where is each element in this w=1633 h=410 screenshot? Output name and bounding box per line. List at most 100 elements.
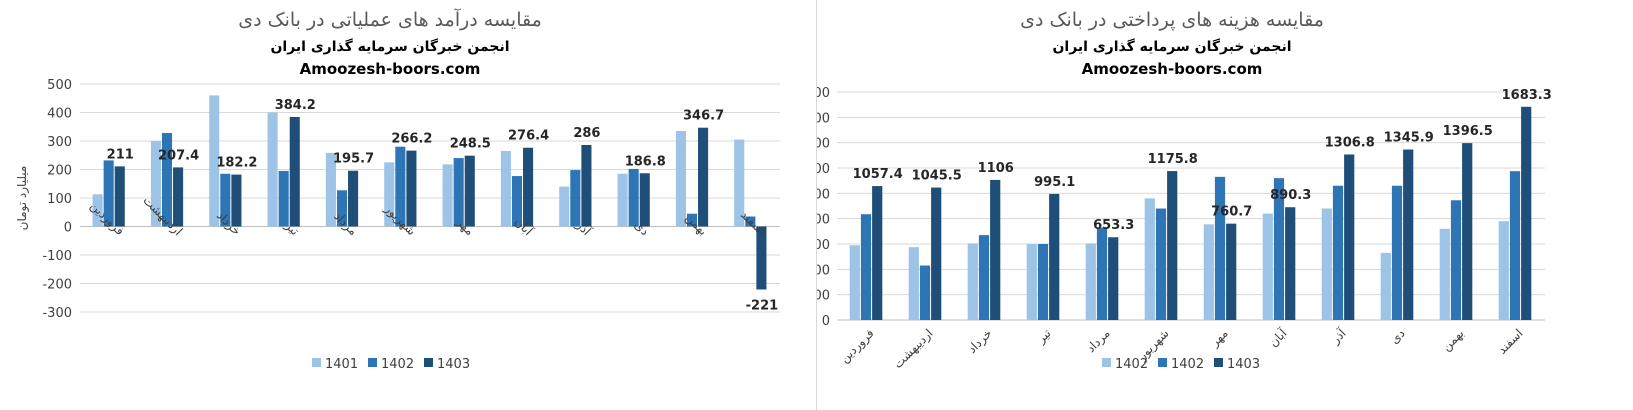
y-tick-label: 200	[817, 289, 830, 304]
category-label: مرداد	[1084, 326, 1114, 356]
bar	[1273, 178, 1285, 320]
bar	[1509, 171, 1521, 320]
data-label: 207.4	[158, 148, 199, 163]
legend-label: 1403	[1227, 357, 1260, 372]
bar	[1332, 185, 1344, 320]
chart-title: مقایسه هزینه های پرداختی در بانک دی	[1020, 9, 1324, 31]
bar	[1285, 207, 1296, 320]
bar	[1096, 227, 1108, 320]
data-label: 195.7	[333, 152, 374, 167]
legend-label: 1401	[325, 357, 358, 372]
bar	[1262, 213, 1273, 320]
y-tick-label: 200	[47, 164, 72, 179]
bar	[1155, 208, 1167, 320]
y-tick-label: 100	[47, 192, 72, 207]
bar	[464, 155, 475, 227]
bar	[442, 164, 453, 227]
data-label: 186.8	[625, 154, 666, 169]
bar	[1498, 221, 1509, 320]
bar	[395, 146, 406, 227]
data-label: 346.7	[683, 109, 724, 124]
y-tick-label: 1200	[817, 162, 830, 177]
category-label: تیر	[1033, 326, 1054, 347]
bar	[570, 170, 581, 227]
data-label: 266.2	[391, 132, 432, 147]
bar	[1026, 244, 1037, 320]
category-label: اردیبهشت	[891, 326, 937, 372]
y-tick-label: 600	[817, 238, 830, 253]
data-label: 1057.4	[853, 167, 903, 182]
bar	[1108, 237, 1119, 320]
bar	[617, 173, 628, 227]
bar	[559, 186, 570, 227]
bar	[698, 127, 709, 227]
bar	[686, 213, 698, 227]
bar	[220, 173, 231, 227]
category-label: اسفند	[1495, 326, 1526, 357]
legend-swatch	[312, 358, 321, 367]
bar	[500, 150, 511, 227]
chart-subtitle: انجمن خبرگان سرمایه گذاری ایران	[1052, 38, 1291, 55]
divider	[816, 0, 817, 410]
data-label: 890.3	[1270, 188, 1311, 203]
y-tick-label: -200	[42, 278, 72, 293]
data-label: 1045.5	[912, 169, 962, 184]
bar	[990, 179, 1001, 320]
data-label: 1396.5	[1443, 124, 1493, 139]
y-tick-label: 400	[817, 263, 830, 278]
bar	[1049, 193, 1060, 320]
bar	[967, 243, 978, 320]
data-label: 1175.8	[1148, 152, 1198, 167]
bar	[289, 117, 300, 227]
bar	[931, 187, 942, 320]
data-label: 653.3	[1093, 218, 1134, 233]
y-tick-label: -100	[42, 249, 72, 264]
bar	[919, 265, 931, 320]
chart-site: Amoozesh-boors.com	[300, 60, 481, 78]
bar	[1403, 149, 1414, 320]
bar	[978, 235, 990, 320]
category-label: خرداد	[965, 326, 995, 356]
bar	[92, 194, 103, 227]
bar	[384, 162, 395, 227]
bar	[325, 152, 336, 227]
bar	[1085, 243, 1096, 320]
category-label: مهر	[1207, 326, 1231, 350]
bar	[523, 147, 534, 227]
legend-swatch	[424, 358, 433, 367]
legend-swatch	[1102, 358, 1111, 367]
data-label: 248.5	[450, 137, 491, 152]
data-label: 995.1	[1034, 175, 1075, 190]
bar	[1203, 224, 1214, 320]
bar	[209, 95, 220, 227]
bar	[336, 190, 348, 227]
bar	[1462, 143, 1473, 320]
bar	[161, 133, 173, 227]
bar	[173, 167, 184, 227]
bar	[872, 186, 883, 320]
bar	[267, 112, 278, 227]
chart-title: مقایسه درآمد های عملیاتی در بانک دی	[238, 7, 542, 31]
data-label: 276.4	[508, 129, 549, 144]
bar	[453, 158, 464, 227]
chart-site: Amoozesh-boors.com	[1082, 60, 1263, 78]
legend-swatch	[1158, 358, 1167, 367]
legend-swatch	[1214, 358, 1223, 367]
y-tick-label: 0	[822, 314, 830, 329]
bar	[1439, 228, 1450, 320]
legend-label: 1402	[1115, 357, 1148, 372]
y-axis-label: میلیارد تومان	[15, 166, 30, 231]
bar	[1380, 252, 1391, 320]
data-label: 1683.3	[1502, 88, 1552, 103]
bar	[1144, 198, 1155, 320]
bar	[628, 168, 639, 227]
data-label: 1345.9	[1384, 131, 1434, 146]
legend-label: 1402	[381, 357, 414, 372]
y-tick-label: 1800	[817, 86, 830, 101]
bar	[745, 216, 756, 227]
category-label: آبان	[1265, 325, 1290, 350]
bar	[908, 247, 919, 320]
y-tick-label: 1400	[817, 137, 830, 152]
bar	[581, 144, 592, 227]
